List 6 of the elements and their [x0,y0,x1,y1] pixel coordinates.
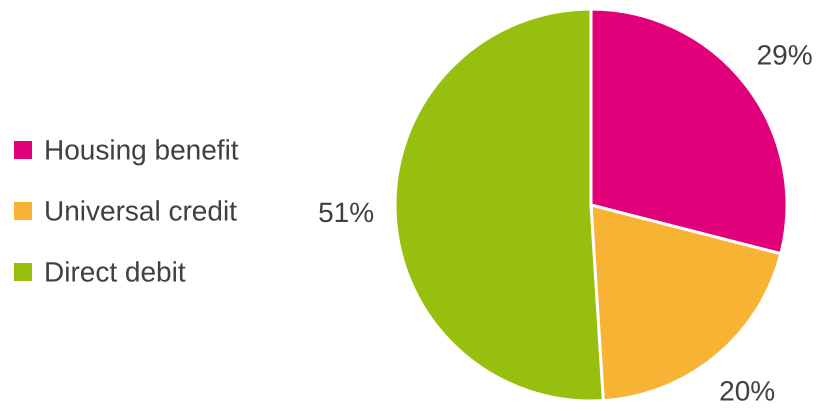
legend-label: Direct debit [44,256,186,288]
data-label: 51% [318,197,374,228]
legend-label: Universal credit [44,196,238,226]
data-label: 20% [719,376,776,406]
data-label: 29% [756,39,813,70]
legend-label: Housing benefit [44,134,239,166]
